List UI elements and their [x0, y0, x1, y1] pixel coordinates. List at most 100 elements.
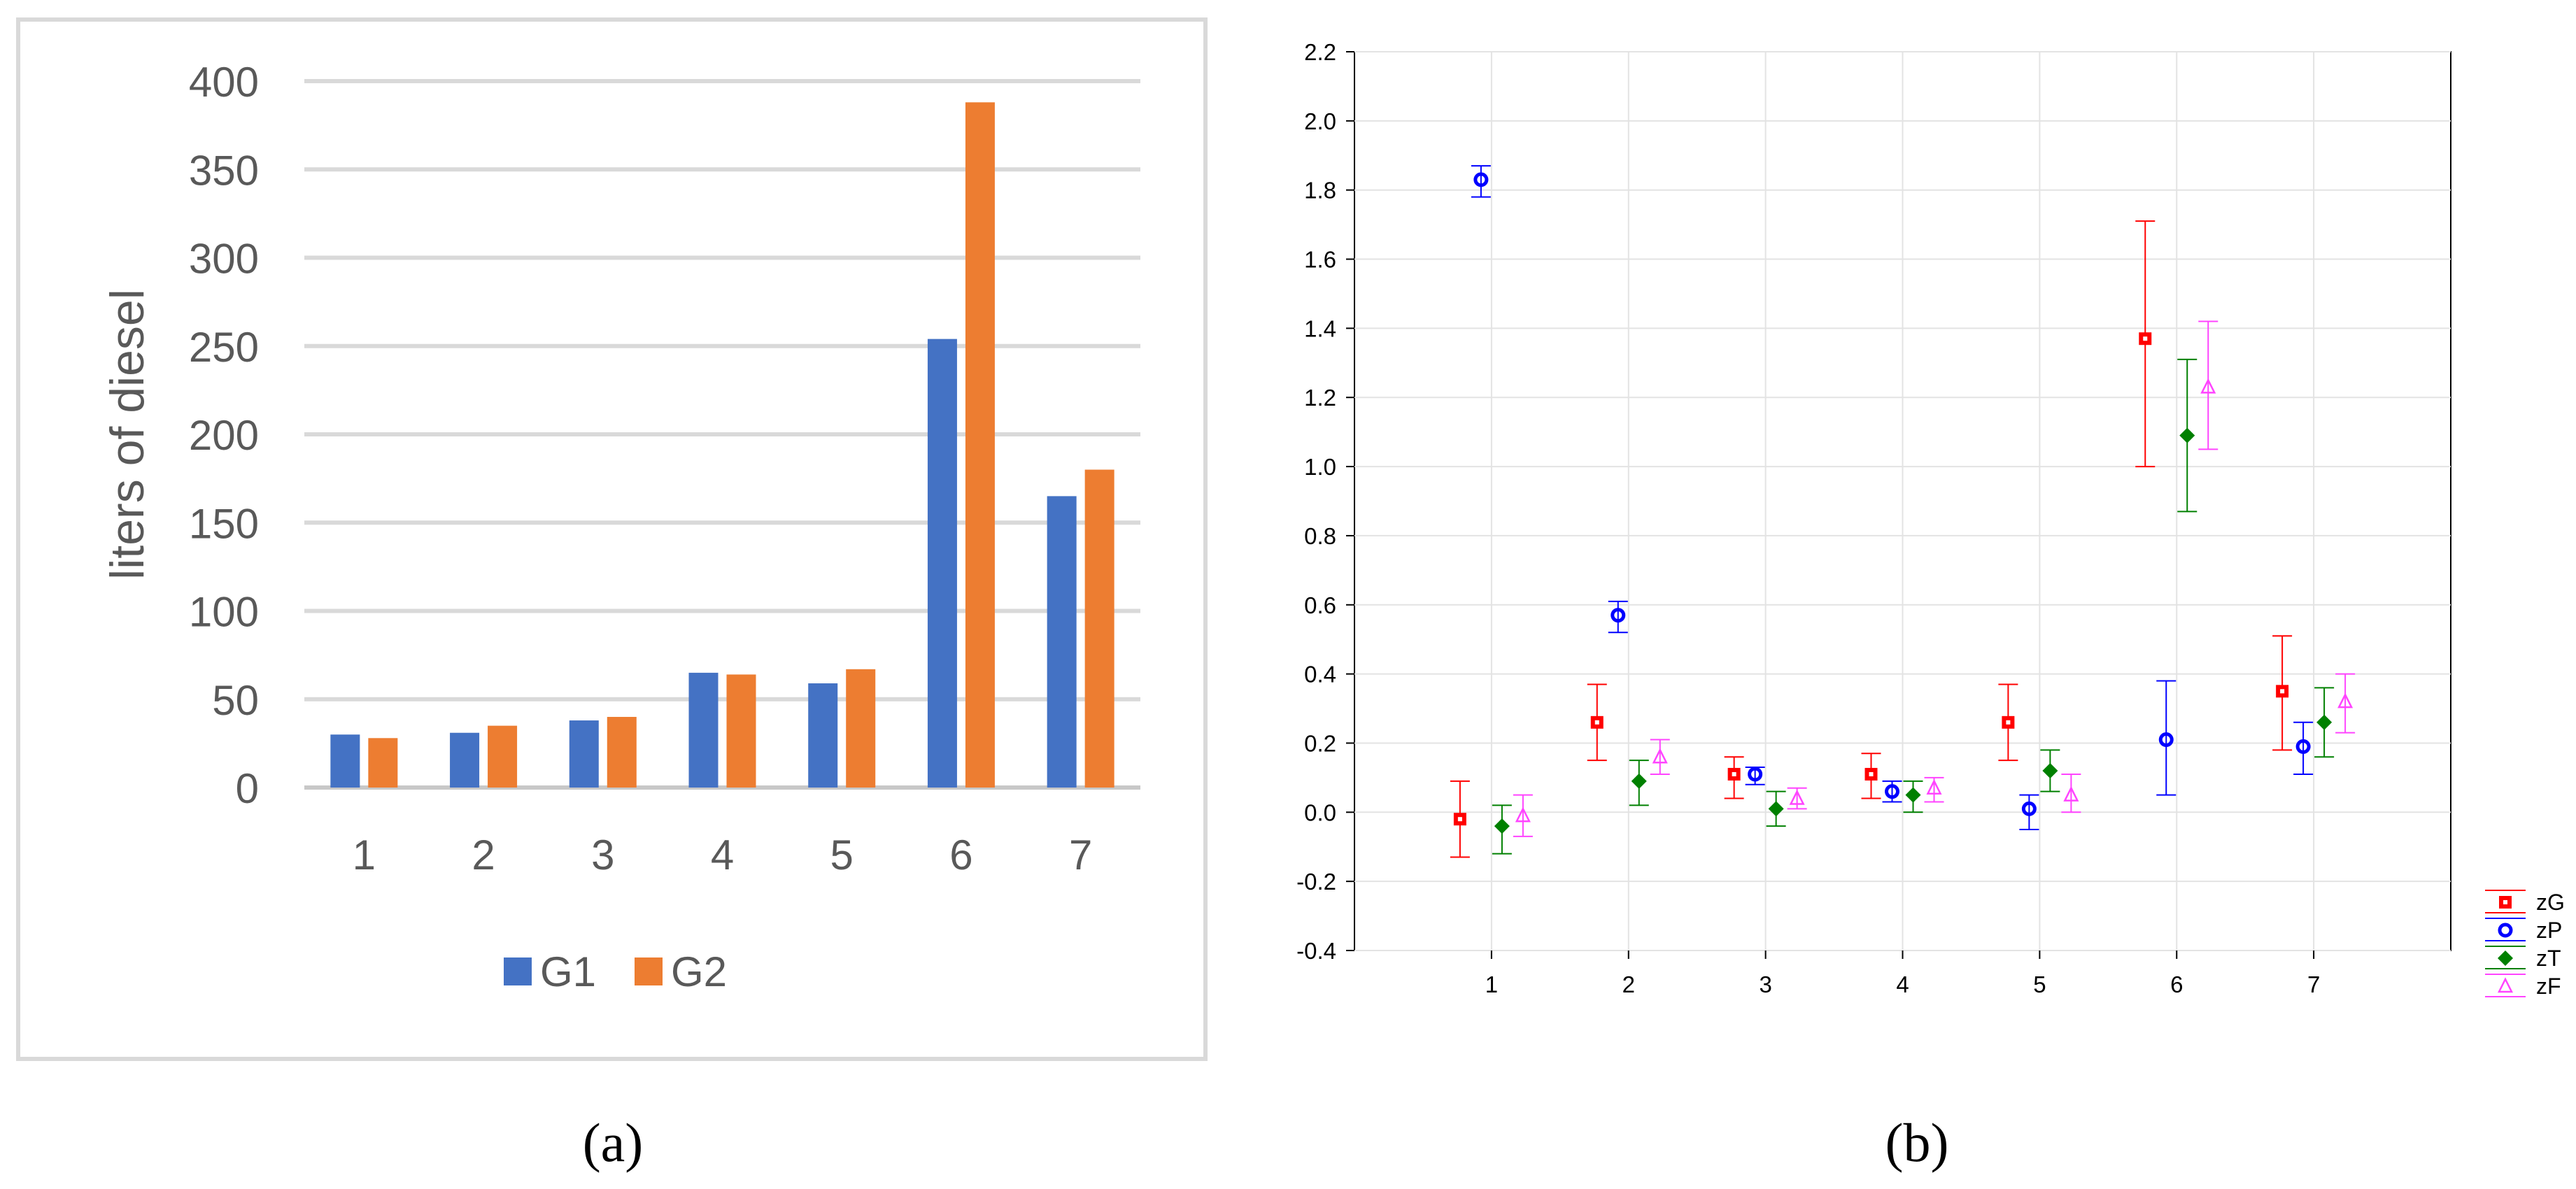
y-tick-label: 1.2: [1304, 385, 1336, 411]
x-tick-label: 1: [1485, 971, 1498, 997]
point-zf-7: [2337, 692, 2354, 709]
bar-g1-7: [1047, 496, 1077, 788]
point-zp-6: [2158, 732, 2174, 748]
y-tick-label: 400: [189, 59, 259, 106]
bar-g1-5: [808, 683, 838, 788]
bar-g1-6: [927, 339, 957, 788]
y-tick-label: 2.2: [1304, 39, 1336, 65]
y-tick-label: 350: [189, 147, 259, 194]
point-zp-4: [1885, 784, 1899, 799]
point-zf-2: [1652, 748, 1668, 764]
point-zp-5: [2021, 801, 2037, 816]
y-tick-label: -0.2: [1296, 869, 1336, 895]
bar-g2-7: [1084, 469, 1114, 788]
legend-swatch-g1: [504, 957, 532, 985]
point-zg-4-center: [1869, 771, 1874, 776]
legend-marker-zp: [2498, 923, 2513, 938]
legend-marker-zg-center: [2503, 900, 2507, 904]
point-zt-1: [1494, 818, 1510, 834]
legend-label-zg: zG: [2536, 890, 2565, 915]
y-tick-label: 300: [189, 236, 259, 283]
bar-g2-5: [846, 669, 876, 788]
bar-g2-1: [368, 738, 398, 788]
y-tick-label: 50: [212, 677, 259, 724]
point-zp-1: [1473, 172, 1489, 187]
y-tick-label: 1.8: [1304, 178, 1336, 204]
bar-g2-2: [488, 725, 518, 788]
bar-g1-3: [569, 720, 599, 788]
legend-label-zf: zF: [2536, 974, 2561, 999]
x-tick-label: 5: [2033, 971, 2046, 997]
x-tick-label: 5: [830, 832, 854, 878]
y-tick-label: 0.8: [1304, 523, 1336, 549]
x-tick-label: 6: [949, 832, 972, 878]
series-zf: [1513, 320, 2356, 837]
x-tick-label: 6: [2170, 971, 2183, 997]
point-zp-7: [2295, 739, 2311, 754]
point-zg-3-center: [1732, 771, 1736, 776]
y-tick-label: -0.4: [1296, 938, 1336, 964]
bar-g2-3: [607, 717, 637, 788]
y-tick-label: 100: [189, 589, 259, 636]
point-zf-3: [1789, 789, 1805, 805]
y-tick-label: 200: [189, 412, 259, 459]
bar-g1-1: [330, 734, 360, 788]
x-tick-label: 3: [1759, 971, 1771, 997]
panel-a-frame: [16, 17, 1208, 1061]
y-tick-label: 0.6: [1304, 592, 1336, 618]
legend-marker-zt: [2498, 951, 2513, 966]
legend-label-g1: G1: [540, 948, 596, 995]
series-zp: [1471, 165, 2314, 831]
y-tick-label: 250: [189, 324, 259, 371]
bar-g1-2: [450, 732, 480, 788]
y-tick-label: 0.4: [1304, 662, 1336, 688]
y-tick-label: 0.0: [1304, 799, 1336, 825]
y-axis-title: liters of diesel: [101, 289, 154, 580]
y-tick-label: 2.0: [1304, 108, 1336, 134]
point-zf-6: [2200, 378, 2216, 394]
point-zg-6-center: [2143, 336, 2148, 341]
point-zg-7-center: [2280, 689, 2285, 694]
point-zg-5-center: [2006, 720, 2011, 725]
bar-g2-6: [965, 102, 995, 788]
bar-g1-4: [688, 672, 719, 788]
point-zg-1-center: [1457, 817, 1462, 822]
caption-a: (a): [583, 1112, 644, 1173]
point-zt-2: [1631, 773, 1647, 789]
point-zt-7: [2316, 714, 2333, 730]
point-zp-2: [1611, 608, 1626, 623]
y-tick-label: 0: [236, 765, 259, 812]
panel-a-bar-chart: 0 50 100 150 200 250 300 350 400 1 2 3 4 5 6 7 liters of…: [101, 59, 1140, 995]
point-zf-4: [1926, 778, 1942, 795]
caption-b: (b): [1885, 1112, 1949, 1173]
bar-g2-4: [726, 674, 756, 788]
legend-marker-zf: [2497, 977, 2514, 993]
point-zt-4: [1905, 787, 1921, 803]
x-tick-label: 3: [591, 832, 614, 878]
x-tick-label: 7: [2307, 971, 2320, 997]
x-tick-label: 2: [472, 832, 495, 878]
x-tick-label: 4: [1896, 971, 1909, 997]
point-zt-5: [2042, 763, 2058, 778]
series-zt: [1492, 358, 2335, 855]
point-zf-1: [1515, 806, 1531, 823]
point-zt-3: [1768, 801, 1784, 817]
x-tick-label: 4: [711, 832, 734, 878]
legend-label-zt: zT: [2536, 946, 2561, 971]
y-tick-label: 0.2: [1304, 730, 1336, 756]
legend-swatch-g2: [635, 957, 663, 985]
panel-b-error-bar-chart: -0.4 -0.2 0.0 0.2 0.4 0.6 0.8 1.0 1.2 1.4 1.6 1.8 2.…: [1296, 39, 2565, 999]
x-tick-label: 2: [1622, 971, 1635, 997]
series-zg: [1450, 220, 2293, 858]
legend-label-zp: zP: [2536, 918, 2562, 943]
y-tick-label: 150: [189, 500, 259, 547]
point-zp-3: [1748, 767, 1763, 782]
y-tick-label: 1.4: [1304, 315, 1336, 341]
point-zt-6: [2179, 427, 2195, 443]
x-tick-label: 1: [353, 832, 376, 878]
x-tick-label: 7: [1069, 832, 1092, 878]
y-tick-label: 1.0: [1304, 454, 1336, 480]
point-zg-2-center: [1594, 720, 1599, 725]
y-tick-label: 1.6: [1304, 247, 1336, 273]
